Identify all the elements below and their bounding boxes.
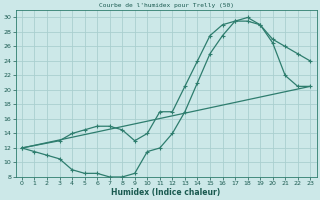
X-axis label: Humidex (Indice chaleur): Humidex (Indice chaleur) — [111, 188, 221, 197]
Title: Courbe de l'humidex pour Trelly (50): Courbe de l'humidex pour Trelly (50) — [99, 3, 234, 8]
